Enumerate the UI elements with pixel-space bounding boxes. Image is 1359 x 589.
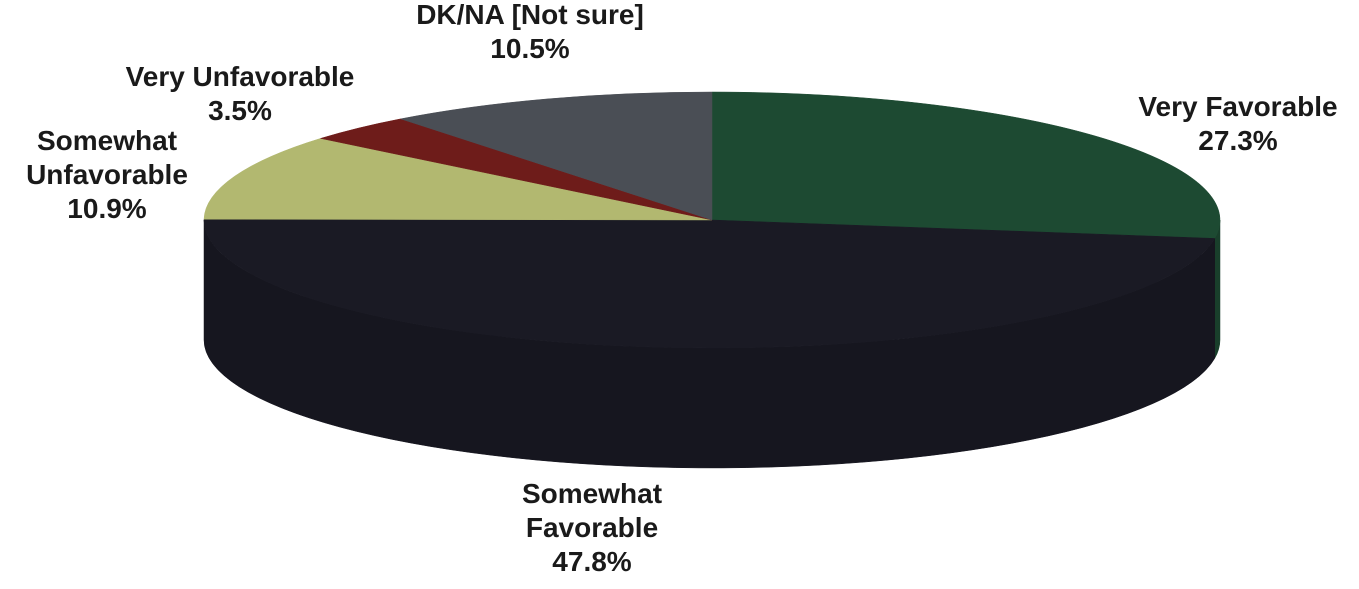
pie-slice-side-1-1: [1214, 219, 1221, 360]
pie-slice-1: [711, 91, 1221, 239]
pie-slice-3: [203, 138, 713, 221]
pie-category-label: Unfavorable: [26, 159, 188, 190]
pie-label-2: Somewhat Favorable 47.8%: [522, 478, 662, 577]
pie-value-label: 27.3%: [1198, 125, 1277, 156]
pie-label-5: DK/NA [Not sure] 10.5%: [416, 0, 644, 64]
pie-category-label: Very Favorable: [1138, 91, 1337, 122]
pie-category-label: Very Unfavorable: [126, 61, 355, 92]
pie-label-4: Very Unfavorable 3.5%: [126, 61, 355, 126]
pie-value-label: 3.5%: [208, 95, 272, 126]
pie-category-label: Favorable: [526, 512, 658, 543]
pie-value-label: 47.8%: [552, 546, 631, 577]
pie-slice-2: [203, 218, 1216, 349]
pie-slices: [203, 91, 1221, 349]
pie-category-label: Somewhat: [37, 125, 177, 156]
pie-category-label: Somewhat: [522, 478, 662, 509]
pie-label-1: Very Favorable 27.3%: [1138, 91, 1337, 156]
pie-label-3: Somewhat Unfavorable 10.9%: [26, 125, 188, 224]
pie-slice-5: [399, 91, 713, 221]
pie-category-label: DK/NA [Not sure]: [416, 0, 644, 30]
pie-labels: Very Favorable 27.3%Somewhat Favorable 47.8…: [26, 0, 1338, 577]
pie-value-label: 10.5%: [490, 33, 569, 64]
pie-value-label: 10.9%: [67, 193, 146, 224]
